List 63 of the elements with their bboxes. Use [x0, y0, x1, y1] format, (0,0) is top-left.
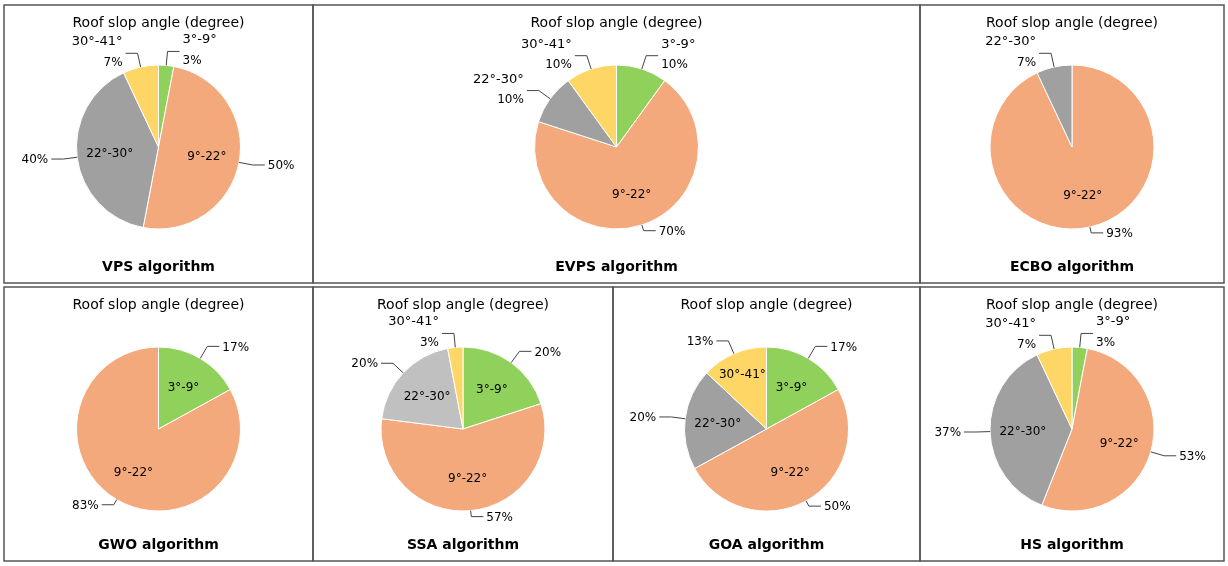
- data-label: 10%: [661, 56, 688, 71]
- pie-slice: [989, 64, 1155, 230]
- chart-subtitle: Roof slop angle (degree): [680, 296, 853, 312]
- chart-subtitle: Roof slop angle (degree): [986, 14, 1158, 30]
- slice-label: 9°-22°: [770, 465, 810, 480]
- data-label: 57%: [486, 509, 513, 524]
- text: SSA algorithm: [406, 536, 520, 552]
- chart-subtitle: Roof slop angle (degree): [986, 296, 1158, 312]
- data-label: 10%: [497, 91, 524, 106]
- data-label: 3%: [419, 334, 439, 349]
- data-label: 70%: [658, 223, 686, 238]
- text: VPS algorithm: [102, 258, 215, 274]
- chart-subtitle: Roof slop angle (degree): [530, 14, 703, 30]
- slice-label: 9°-22°: [448, 471, 488, 486]
- text: EVPS algorithm: [555, 258, 678, 274]
- data-label: 13%: [686, 334, 714, 349]
- data-label: 50%: [267, 158, 295, 173]
- chart-subtitle: Roof slop angle (degree): [377, 296, 549, 312]
- chart-subtitle: Roof slop angle (degree): [72, 296, 245, 312]
- slice-label: 9°-22°: [113, 464, 154, 479]
- slice-label: 3°-9°: [1096, 313, 1131, 329]
- slice-label: 3°-9°: [476, 382, 508, 397]
- data-label: 20%: [629, 410, 657, 425]
- data-label: 53%: [1179, 448, 1206, 463]
- slice-label: 22°-30°: [403, 388, 451, 403]
- data-label: 50%: [823, 499, 851, 514]
- slice-label: 22°-30°: [694, 416, 742, 431]
- data-label: 17%: [830, 339, 858, 354]
- data-label: 83%: [72, 497, 99, 512]
- slice-label: 22°-30°: [473, 70, 524, 86]
- slice-label: 30°-41°: [71, 33, 123, 49]
- slice-label: 22°-30°: [999, 423, 1047, 438]
- slice-label: 3°-9°: [661, 35, 696, 51]
- data-label: 93%: [1106, 226, 1133, 241]
- data-label: 20%: [351, 356, 379, 371]
- slice-label: 3°-9°: [182, 31, 217, 47]
- slice-label: 30°-41°: [388, 313, 439, 329]
- slice-label: 9°-22°: [1099, 435, 1139, 450]
- slice-label: 30°-41°: [718, 366, 766, 381]
- data-label: 40%: [21, 152, 49, 167]
- text: ECBO algorithm: [1009, 258, 1135, 274]
- text: HS algorithm: [1020, 536, 1124, 552]
- data-label: 37%: [934, 425, 962, 440]
- data-label: 3%: [1096, 334, 1116, 349]
- slice-label: 30°-41°: [521, 35, 572, 51]
- chart-subtitle: Roof slop angle (degree): [72, 14, 245, 30]
- slice-label: 22°-30°: [86, 146, 134, 161]
- data-label: 7%: [1017, 54, 1037, 69]
- text: GWO algorithm: [98, 536, 219, 552]
- data-label: 17%: [222, 339, 250, 354]
- text: GOA algorithm: [708, 536, 825, 552]
- data-label: 20%: [534, 344, 562, 359]
- slice-label: 30°-41°: [985, 315, 1037, 331]
- slice-label: 3°-9°: [775, 379, 808, 394]
- slice-label: 9°-22°: [187, 149, 227, 164]
- data-label: 10%: [545, 56, 572, 71]
- data-label: 3%: [182, 52, 202, 67]
- slice-label: 9°-22°: [1063, 188, 1103, 203]
- slice-label: 9°-22°: [612, 186, 652, 201]
- slice-label: 22°-30°: [985, 33, 1037, 49]
- data-label: 7%: [1017, 336, 1037, 351]
- data-label: 7%: [103, 54, 123, 69]
- slice-label: 3°-9°: [167, 379, 200, 394]
